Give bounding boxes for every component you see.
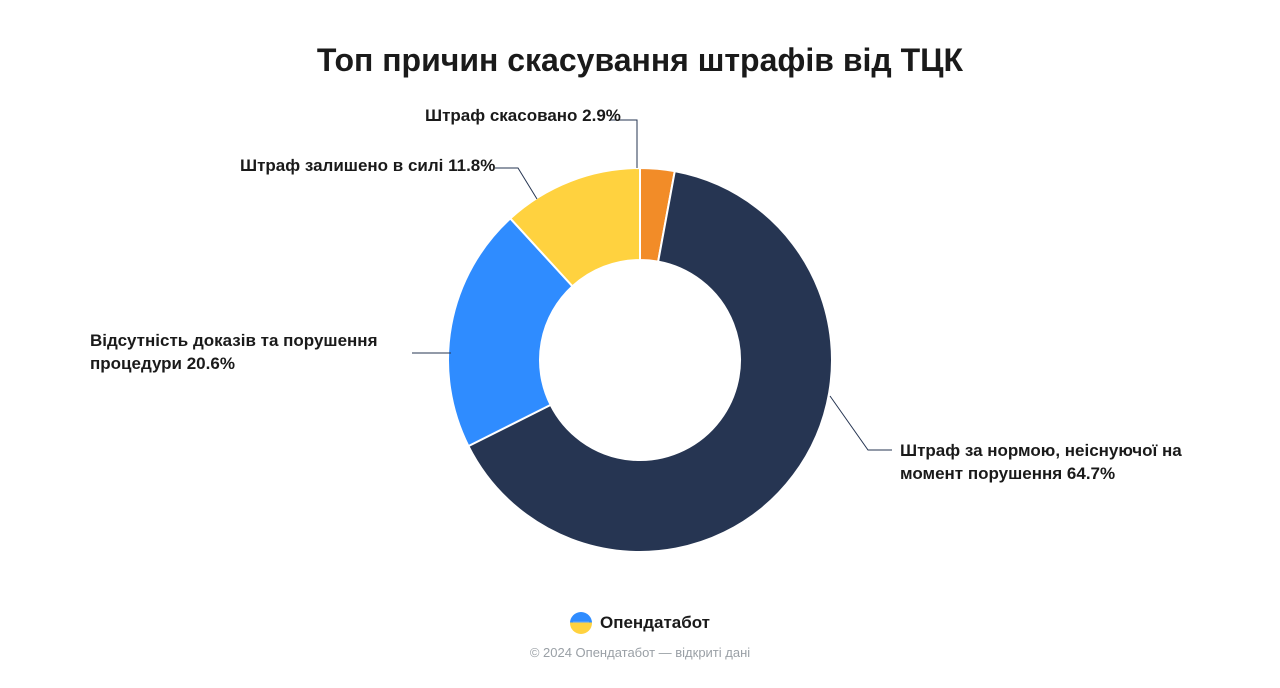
- slice-label: Штраф залишено в силі 11.8%: [240, 155, 495, 178]
- copyright-text: © 2024 Опендатабот — відкриті дані: [0, 645, 1280, 660]
- leader-line: [830, 396, 892, 450]
- slice-label: Штраф за нормою, неіснуючої на момент по…: [900, 440, 1190, 486]
- slice-label: Відсутність доказів та порушення процеду…: [90, 330, 420, 376]
- brand-row: Опендатабот: [0, 612, 1280, 634]
- brand-logo-icon: [570, 612, 592, 634]
- brand-name: Опендатабот: [600, 613, 710, 633]
- slice-label: Штраф скасовано 2.9%: [425, 105, 621, 128]
- leader-line: [495, 168, 537, 199]
